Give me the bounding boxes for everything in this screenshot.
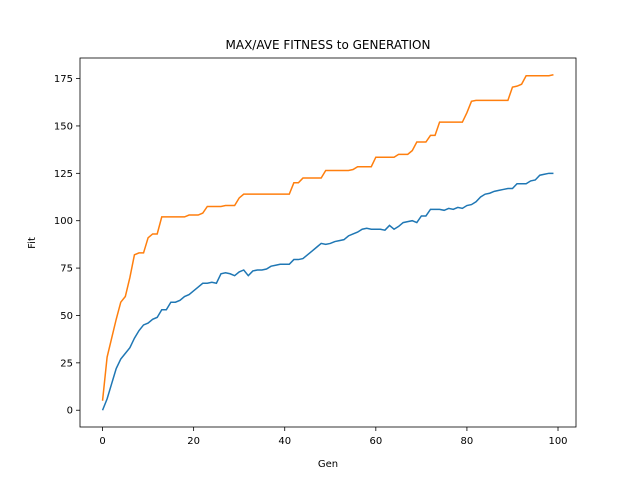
y-tick-label: 175 — [54, 74, 73, 85]
y-tick-label: 50 — [60, 311, 73, 322]
x-tick-label: 40 — [278, 436, 291, 447]
x-tick-label: 60 — [369, 436, 382, 447]
y-tick-label: 0 — [67, 406, 73, 417]
plot-frame — [79, 57, 577, 428]
x-axis-label: Gen — [318, 459, 338, 470]
chart-title: MAX/AVE FITNESS to GENERATION — [226, 38, 431, 52]
y-tick-label: 100 — [54, 216, 73, 227]
series-line — [101, 172, 554, 411]
y-tick-label: 25 — [60, 358, 73, 369]
y-tick-label: 75 — [60, 264, 73, 275]
y-axis-label: Fit — [27, 237, 38, 249]
y-tick-label: 150 — [54, 121, 73, 132]
series-line — [101, 74, 554, 401]
x-tick-label: 20 — [187, 436, 200, 447]
x-tick-label: 0 — [99, 436, 105, 447]
x-tick-label: 100 — [548, 436, 567, 447]
x-tick-label: 80 — [461, 436, 474, 447]
y-tick-label: 125 — [54, 169, 73, 180]
